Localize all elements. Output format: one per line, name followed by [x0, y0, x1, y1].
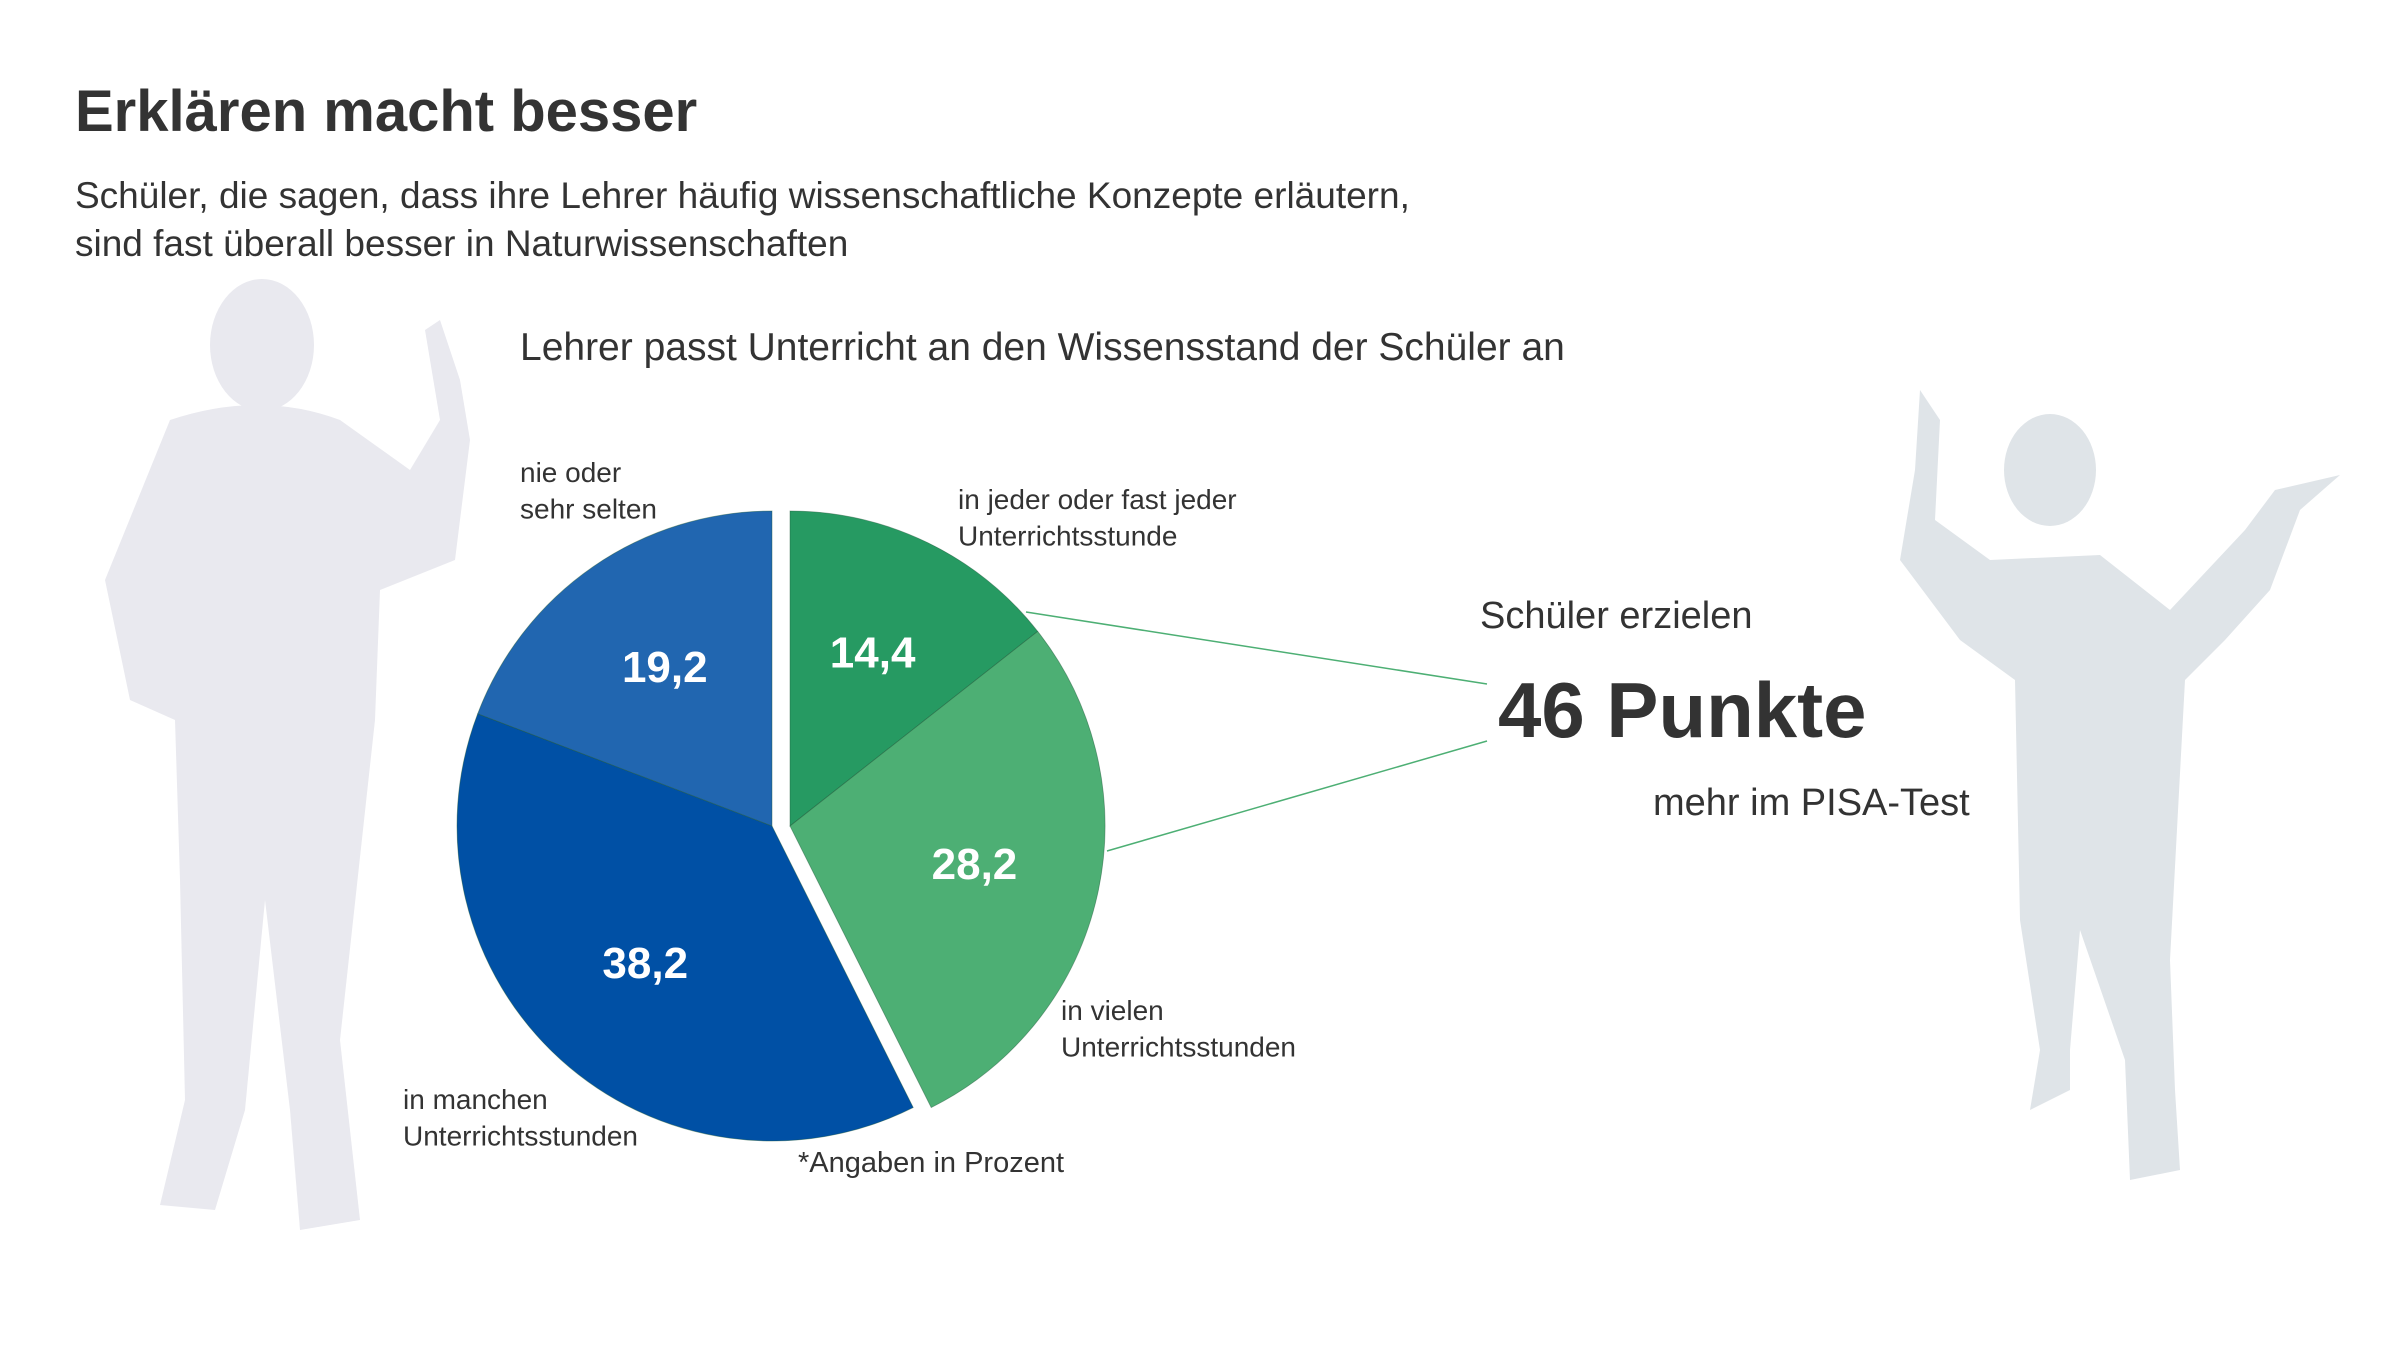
annotation-intro: Schüler erzielen — [1480, 595, 1752, 637]
annotation-highlight: 46 Punkte — [1498, 666, 1866, 754]
connector — [1106, 740, 1488, 852]
value-label: 38,2 — [602, 939, 688, 988]
silhouette-right — [1900, 390, 2340, 1180]
slice-label: nie oder sehr selten — [520, 457, 657, 524]
pie-slice — [477, 510, 773, 827]
slice-label: in manchen Unterrichtsstunden — [403, 1084, 638, 1151]
pie-slice — [789, 510, 1039, 827]
value-label: 19,2 — [622, 643, 708, 692]
note: *Angaben in Prozent — [798, 1147, 1064, 1179]
connector — [1025, 611, 1488, 685]
annotation-outro: mehr im PISA-Test — [1653, 782, 1970, 824]
slice-label: in vielen Unterrichtsstunden — [1061, 995, 1296, 1062]
pie-slice — [456, 713, 914, 1142]
slice-label: in jeder oder fast jeder Unterrichtsstund… — [958, 484, 1237, 551]
subtitle: Schüler, die sagen, dass ihre Lehrer häu… — [75, 175, 1410, 264]
chart-title: Lehrer passt Unterricht an den Wissensst… — [520, 326, 1565, 369]
title: Erklären macht besser — [75, 79, 697, 144]
value-label: 28,2 — [932, 840, 1018, 889]
silhouette-left — [105, 279, 470, 1230]
pie-slice — [789, 630, 1106, 1109]
value-label: 14,4 — [830, 629, 916, 678]
